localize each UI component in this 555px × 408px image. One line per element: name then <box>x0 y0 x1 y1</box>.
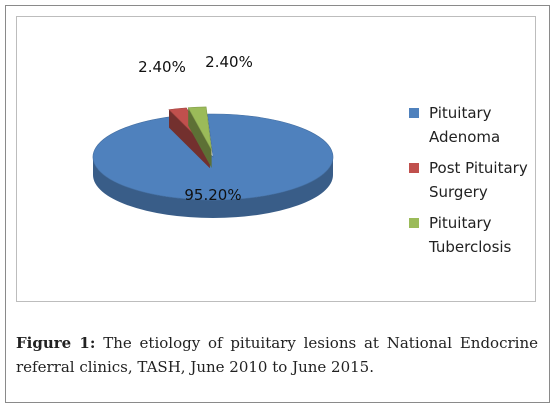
legend-swatch-post-pituitary-surgery <box>409 163 419 173</box>
legend-label: Post Pituitary Surgery <box>429 159 528 201</box>
figure-label: Figure 1: <box>16 334 96 352</box>
data-label-pituitary-tuberclosis: 2.40% <box>205 53 253 71</box>
figure-caption-text: The etiology of pituitary lesions at Nat… <box>16 334 538 376</box>
figure-frame: 95.20% 2.40% 2.40% Pituitary Adenoma Post … <box>5 5 550 403</box>
legend-item-post-pituitary-surgery: Post Pituitary Surgery <box>409 156 534 204</box>
pie-chart-plot: 95.20% 2.40% 2.40% <box>92 53 334 218</box>
legend-item-pituitary-adenoma: Pituitary Adenoma <box>409 101 534 149</box>
pie-slice-pituitary-tuberclosis <box>187 106 212 168</box>
pie-slice-pituitary-adenoma <box>92 113 334 218</box>
legend-swatch-pituitary-adenoma <box>409 108 419 118</box>
chart-legend: Pituitary Adenoma Post Pituitary Surgery… <box>409 101 534 266</box>
legend-swatch-pituitary-tuberclosis <box>409 218 419 228</box>
figure-caption: Figure 1: The etiology of pituitary lesi… <box>16 331 538 379</box>
data-label-post-pituitary-surgery: 2.40% <box>138 58 186 76</box>
legend-label: Pituitary Adenoma <box>429 104 501 146</box>
data-label-pituitary-adenoma: 95.20% <box>184 186 241 204</box>
pie-chart: 95.20% 2.40% 2.40% Pituitary Adenoma Post … <box>16 16 536 302</box>
legend-label: Pituitary Tuberclosis <box>429 214 512 256</box>
legend-item-pituitary-tuberclosis: Pituitary Tuberclosis <box>409 211 534 259</box>
